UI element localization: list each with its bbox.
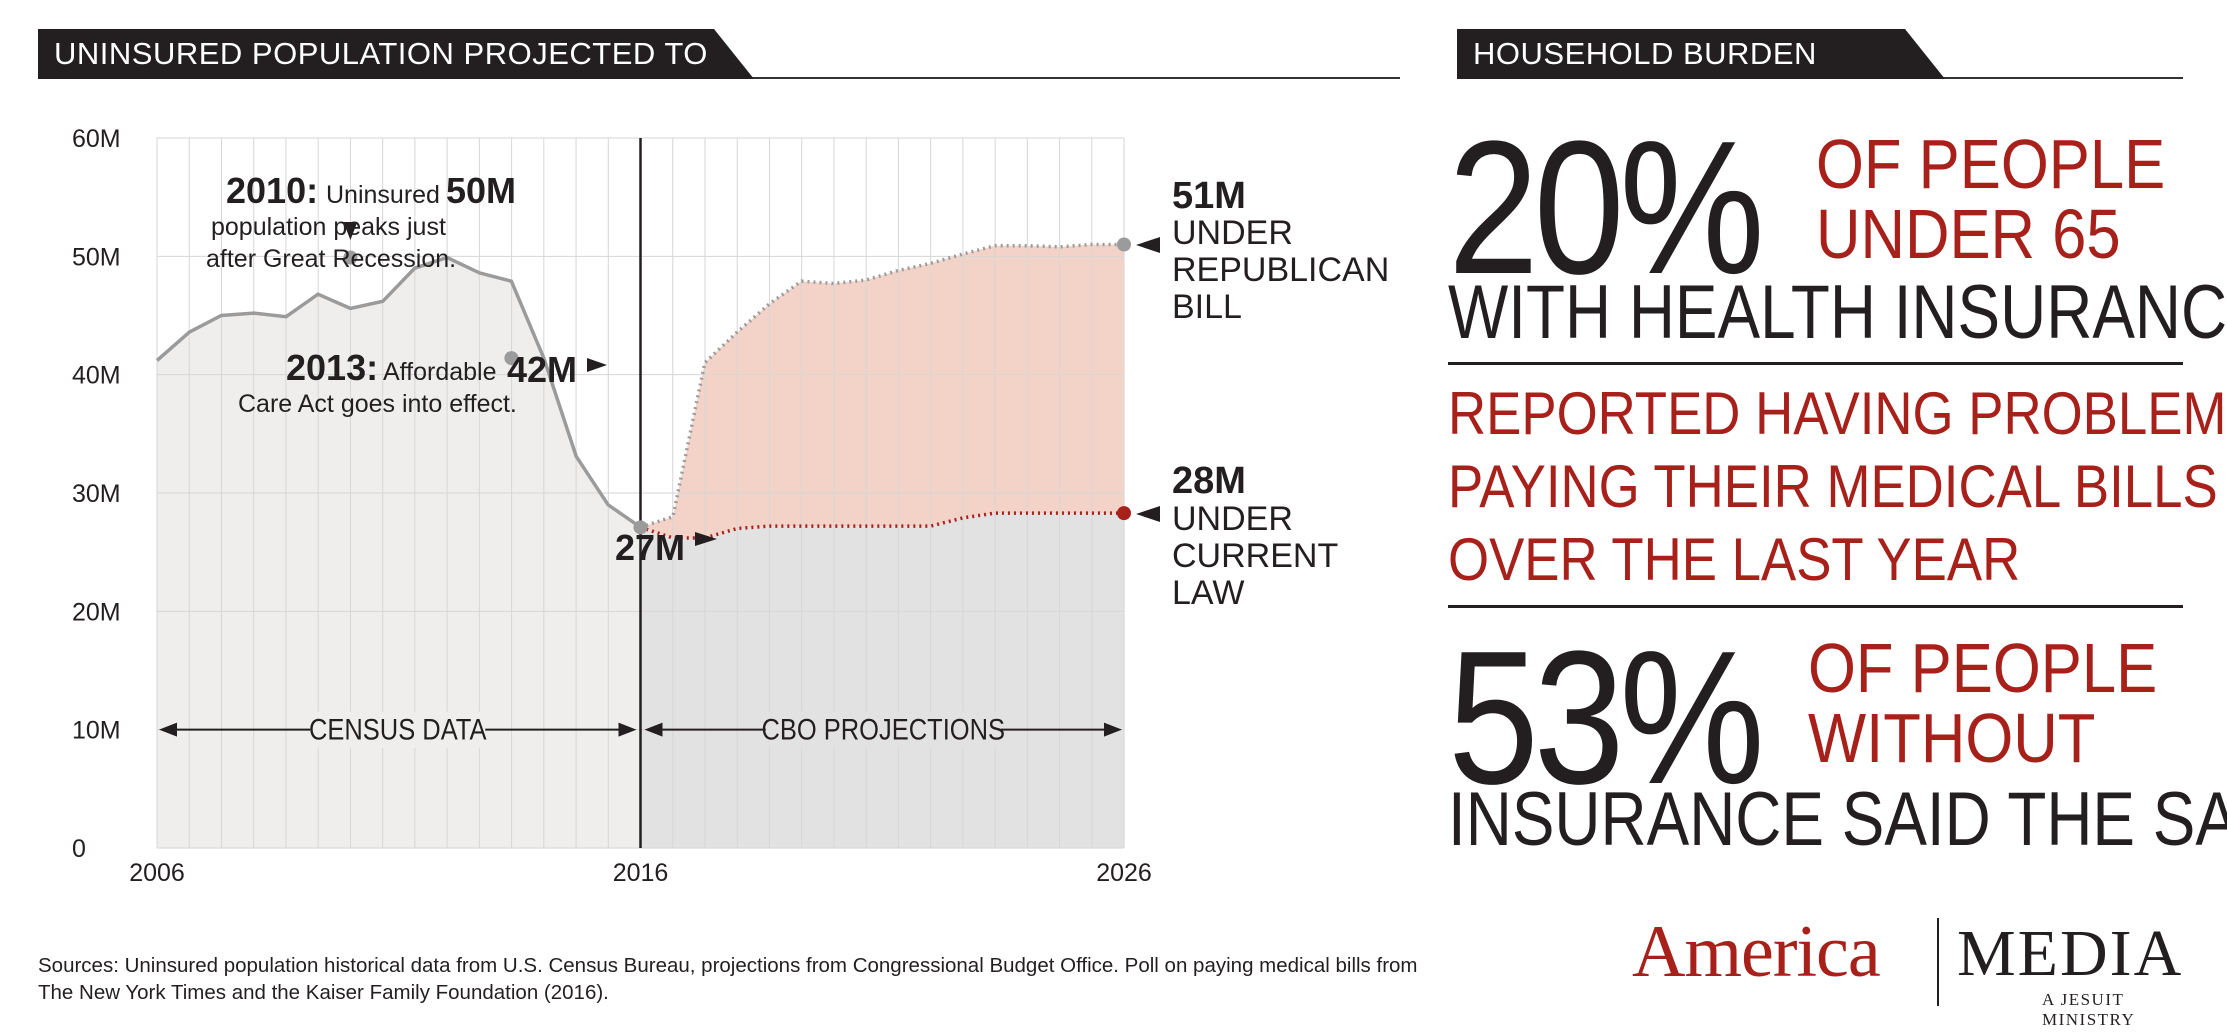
middle-line-1: REPORTED HAVING PROBLEMS bbox=[1448, 380, 2227, 447]
stat2-label-line1: OF PEOPLE bbox=[1808, 629, 2158, 707]
x-tick-label: 2026 bbox=[1096, 859, 1152, 887]
rep-label-line: UNDER bbox=[1172, 214, 1293, 252]
aca-pointer bbox=[587, 358, 607, 372]
rep-value: 51M bbox=[1172, 175, 1246, 217]
stat1-label-line2: UNDER 65 bbox=[1816, 195, 2121, 273]
aca-note-1: Affordable bbox=[383, 358, 497, 386]
y-tick-label: 30M bbox=[72, 480, 121, 508]
y-tick-label: 20M bbox=[72, 598, 121, 626]
aca-year: 2013: bbox=[286, 347, 378, 388]
range-0-arrow-left bbox=[159, 722, 177, 737]
low-value: 27M bbox=[615, 527, 685, 568]
y-tick-label: 0 bbox=[72, 835, 86, 863]
y-tick-label: 40M bbox=[72, 362, 121, 390]
peak-note-2: population peaks just bbox=[211, 213, 446, 241]
peak-note-1: Uninsured bbox=[326, 181, 440, 209]
burden-divider-bottom bbox=[1448, 605, 2183, 608]
data-point bbox=[1117, 237, 1131, 252]
range-label-bg bbox=[310, 711, 486, 748]
rep-label-line: REPUBLICAN bbox=[1172, 251, 1389, 289]
america-media-logo[interactable]: America MEDIA A JESUIT MINISTRY bbox=[1632, 911, 2192, 1029]
logo-tagline: A JESUIT MINISTRY bbox=[2042, 990, 2136, 1029]
rep-label-line: BILL bbox=[1172, 288, 1242, 326]
data-point bbox=[343, 250, 358, 265]
stat2-description: INSURANCE SAID THE SAME bbox=[1448, 777, 2227, 862]
aca-note-2: Care Act goes into effect. bbox=[238, 390, 517, 418]
low-pointer bbox=[695, 532, 717, 546]
sources-note: Sources: Uninsured population historical… bbox=[38, 952, 1568, 1006]
logo-divider bbox=[1937, 918, 1939, 1006]
y-tick-label: 60M bbox=[72, 125, 121, 153]
peak-note-3: after Great Recession. bbox=[206, 245, 456, 273]
data-point bbox=[633, 520, 648, 535]
chart-section-title: UNINSURED POPULATION PROJECTED TO 2026 bbox=[38, 29, 754, 79]
burden-section-title: HOUSEHOLD BURDEN bbox=[1457, 29, 1945, 79]
uninsured-chart: 0 10M 20M 30M 40M 50M 60M 2006 2016 2026 CENSUS DA… bbox=[72, 125, 1389, 887]
middle-line-3: OVER THE LAST YEAR bbox=[1448, 526, 2021, 593]
cur-pointer bbox=[1136, 506, 1160, 522]
logo-media-wordmark: MEDIA bbox=[1957, 917, 2184, 990]
range-0-arrow-right bbox=[618, 722, 637, 737]
burden-section-header: HOUSEHOLD BURDEN bbox=[1457, 29, 2183, 79]
stat2-label-line2: WITHOUT bbox=[1808, 699, 2096, 777]
sources-line-1: Sources: Uninsured population historical… bbox=[38, 954, 1418, 977]
stat1-description: WITH HEALTH INSURANCE bbox=[1448, 270, 2227, 355]
republican-bill-line bbox=[639, 242, 1124, 529]
range-1-arrow-left bbox=[644, 722, 663, 737]
chart-section-header: UNINSURED POPULATION PROJECTED TO 2026 bbox=[38, 29, 1400, 79]
stat1-percentage: 20% bbox=[1448, 102, 1765, 314]
middle-line-2: PAYING THEIR MEDICAL BILLS bbox=[1448, 453, 2218, 520]
cur-label-line: UNDER bbox=[1172, 500, 1293, 538]
range-label: CBO PROJECTIONS bbox=[761, 713, 1005, 746]
sources-line-2: The New York Times and the Kaiser Family… bbox=[38, 981, 609, 1004]
x-tick-label: 2006 bbox=[129, 859, 185, 887]
coverage-gap-area bbox=[640, 244, 1124, 538]
range-label-bg bbox=[765, 711, 1001, 748]
burden-divider-top bbox=[1448, 362, 2183, 365]
projection-area bbox=[640, 513, 1124, 848]
cur-value: 28M bbox=[1172, 460, 1246, 502]
peak-year: 2010: bbox=[226, 170, 318, 211]
aca-value: 42M bbox=[507, 349, 577, 390]
peak-value: 50M bbox=[446, 170, 516, 211]
cur-label-line: CURRENT bbox=[1172, 537, 1338, 575]
peak-pointer bbox=[343, 222, 358, 240]
historical-line bbox=[155, 255, 642, 529]
range-label: CENSUS DATA bbox=[309, 713, 487, 746]
data-point bbox=[504, 351, 519, 366]
census-area bbox=[157, 257, 641, 848]
y-tick-label: 10M bbox=[72, 717, 121, 745]
range-1-arrow-right bbox=[1104, 722, 1122, 737]
cur-label-line: LAW bbox=[1172, 574, 1244, 612]
data-point bbox=[1117, 506, 1131, 521]
x-tick-label: 2016 bbox=[613, 859, 669, 887]
rep-pointer bbox=[1136, 237, 1160, 253]
stat1-label-line1: OF PEOPLE bbox=[1816, 125, 2166, 203]
y-tick-label: 50M bbox=[72, 243, 121, 271]
stat2-percentage: 53% bbox=[1448, 612, 1765, 824]
logo-america-wordmark: America bbox=[1632, 911, 1881, 993]
